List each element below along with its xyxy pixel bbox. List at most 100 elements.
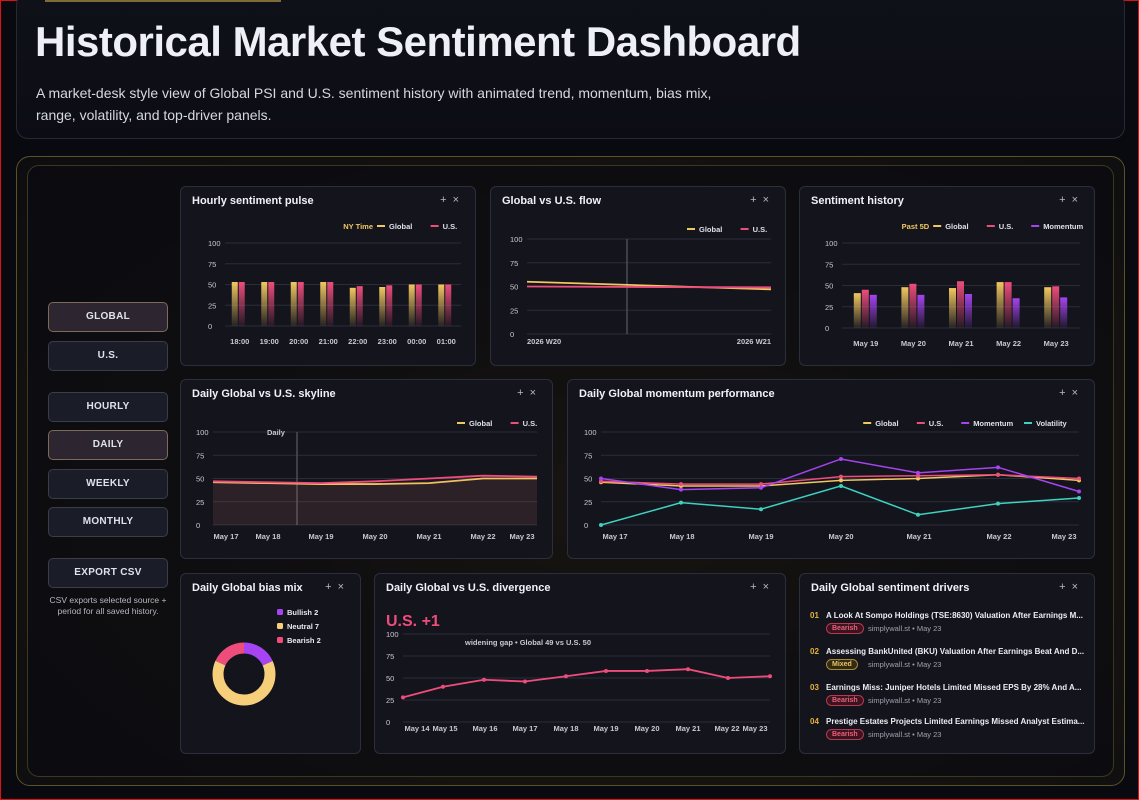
bar [1060, 297, 1068, 328]
export-csv-button[interactable]: EXPORT CSV [48, 558, 168, 588]
y-tick-label: 50 [196, 475, 204, 484]
y-tick-label: 75 [208, 260, 216, 269]
legend-label: Global [389, 222, 412, 231]
add-icon[interactable]: + [517, 387, 530, 399]
data-point [679, 487, 683, 492]
bar [1052, 286, 1060, 328]
bar [231, 282, 238, 326]
close-icon[interactable]: × [452, 194, 465, 206]
add-icon[interactable]: + [1059, 581, 1072, 593]
bar [861, 289, 869, 328]
bar [349, 287, 356, 326]
data-point [996, 472, 1000, 477]
close-icon[interactable]: × [1071, 387, 1084, 399]
driver-headline[interactable]: Assessing BankUnited (BKU) Valuation Aft… [826, 647, 1084, 656]
legend-label: Global [945, 222, 968, 231]
y-tick-label: 25 [825, 303, 833, 312]
y-tick-label: 75 [584, 451, 592, 460]
bar [238, 282, 245, 326]
add-icon[interactable]: + [750, 581, 763, 593]
data-point [604, 668, 608, 673]
x-tick-label: May 17 [213, 532, 238, 541]
driver-meta: simplywall.st • May 23 [868, 624, 942, 633]
period-button-weekly[interactable]: WEEKLY [48, 469, 168, 499]
driver-headline[interactable]: A Look At Sompo Holdings (TSE:8630) Valu… [826, 611, 1083, 620]
legend-label: Volatility [1036, 419, 1068, 428]
panel-title: Daily Global vs U.S. skyline [192, 388, 336, 400]
x-tick-label: May 15 [432, 724, 457, 733]
bar [901, 287, 909, 328]
drivers-panel: Daily Global sentiment drivers +× 01 A L… [799, 573, 1095, 754]
add-icon[interactable]: + [440, 194, 453, 206]
y-tick-label: 25 [386, 696, 394, 705]
driver-tag: Bearish [826, 623, 864, 634]
x-tick-label: 00:00 [407, 337, 426, 346]
x-tick-label: May 23 [1051, 532, 1076, 541]
series-line [526, 280, 772, 291]
bar [957, 281, 964, 328]
y-tick-label: 50 [386, 674, 394, 683]
driver-tag: Bearish [826, 695, 864, 706]
add-icon[interactable]: + [1059, 194, 1072, 206]
flow-panel: 0 25 50 75 100 U.S. Global 2026 W20 2026 W21 Glo… [490, 186, 786, 366]
legend-label: Bullish 2 [287, 608, 318, 617]
data-point [1077, 496, 1081, 501]
data-point [686, 667, 690, 672]
period-button-hourly[interactable]: HOURLY [48, 392, 168, 422]
y-tick-label: 75 [510, 259, 518, 268]
bar [438, 284, 445, 326]
y-tick-label: 0 [386, 718, 390, 727]
momentum-panel: 0 25 50 75 100 Volatility Momentum U.S. Global Ma… [567, 379, 1095, 559]
x-tick-label: May 19 [853, 339, 878, 348]
period-button-daily[interactable]: DAILY [48, 430, 168, 460]
panel-title: Sentiment history [811, 195, 904, 207]
add-icon[interactable]: + [750, 194, 763, 206]
close-icon[interactable]: × [762, 194, 775, 206]
legend-tag: Past 5D [902, 222, 930, 231]
x-tick-label: May 20 [362, 532, 387, 541]
driver-headline[interactable]: Prestige Estates Projects Limited Earnin… [826, 717, 1084, 726]
header-accent-line [45, 0, 281, 2]
legend-label: Global [699, 225, 722, 234]
legend-swatch [277, 623, 283, 629]
close-icon[interactable]: × [1071, 194, 1084, 206]
source-button-us[interactable]: U.S. [48, 341, 168, 371]
y-tick-label: 0 [196, 521, 200, 530]
x-tick-label: 20:00 [289, 337, 308, 346]
close-icon[interactable]: × [762, 581, 775, 593]
data-point [839, 474, 843, 479]
close-icon[interactable]: × [529, 387, 542, 399]
driver-tag: Bearish [826, 729, 864, 740]
divergence-panel: 0 25 50 75 100 U.S. +1 widening gap • Global 4… [374, 573, 786, 754]
x-tick-label: 23:00 [378, 337, 397, 346]
driver-headline[interactable]: Earnings Miss: Juniper Hotels Limited Mi… [826, 683, 1082, 692]
bar [415, 284, 422, 326]
close-icon[interactable]: × [1071, 581, 1084, 593]
add-icon[interactable]: + [1059, 387, 1072, 399]
x-tick-label: 2026 W20 [527, 337, 561, 346]
series-area [213, 478, 537, 525]
data-point [645, 668, 649, 673]
data-point [441, 684, 445, 689]
data-point [679, 482, 683, 487]
x-tick-label: 18:00 [230, 337, 249, 346]
add-icon[interactable]: + [325, 581, 338, 593]
data-point [768, 674, 772, 679]
source-button-global[interactable]: GLOBAL [48, 302, 168, 332]
series-line [212, 474, 538, 485]
data-point [996, 465, 1000, 470]
marker-label: Daily [267, 428, 286, 437]
driver-rank: 04 [810, 717, 819, 726]
x-tick-label: May 21 [416, 532, 441, 541]
x-tick-label: May 14 [404, 724, 430, 733]
close-icon[interactable]: × [337, 581, 350, 593]
divergence-note: widening gap • Global 49 vs U.S. 50 [464, 638, 591, 647]
chart-svg: Bullish 2 Neutral 7 Bearish 2 [212, 608, 321, 706]
bar [965, 294, 972, 328]
legend-label: U.S. [999, 222, 1014, 231]
period-button-monthly[interactable]: MONTHLY [48, 507, 168, 537]
series-line [600, 485, 1080, 526]
bar [1044, 287, 1052, 328]
pie-slice [212, 642, 276, 706]
